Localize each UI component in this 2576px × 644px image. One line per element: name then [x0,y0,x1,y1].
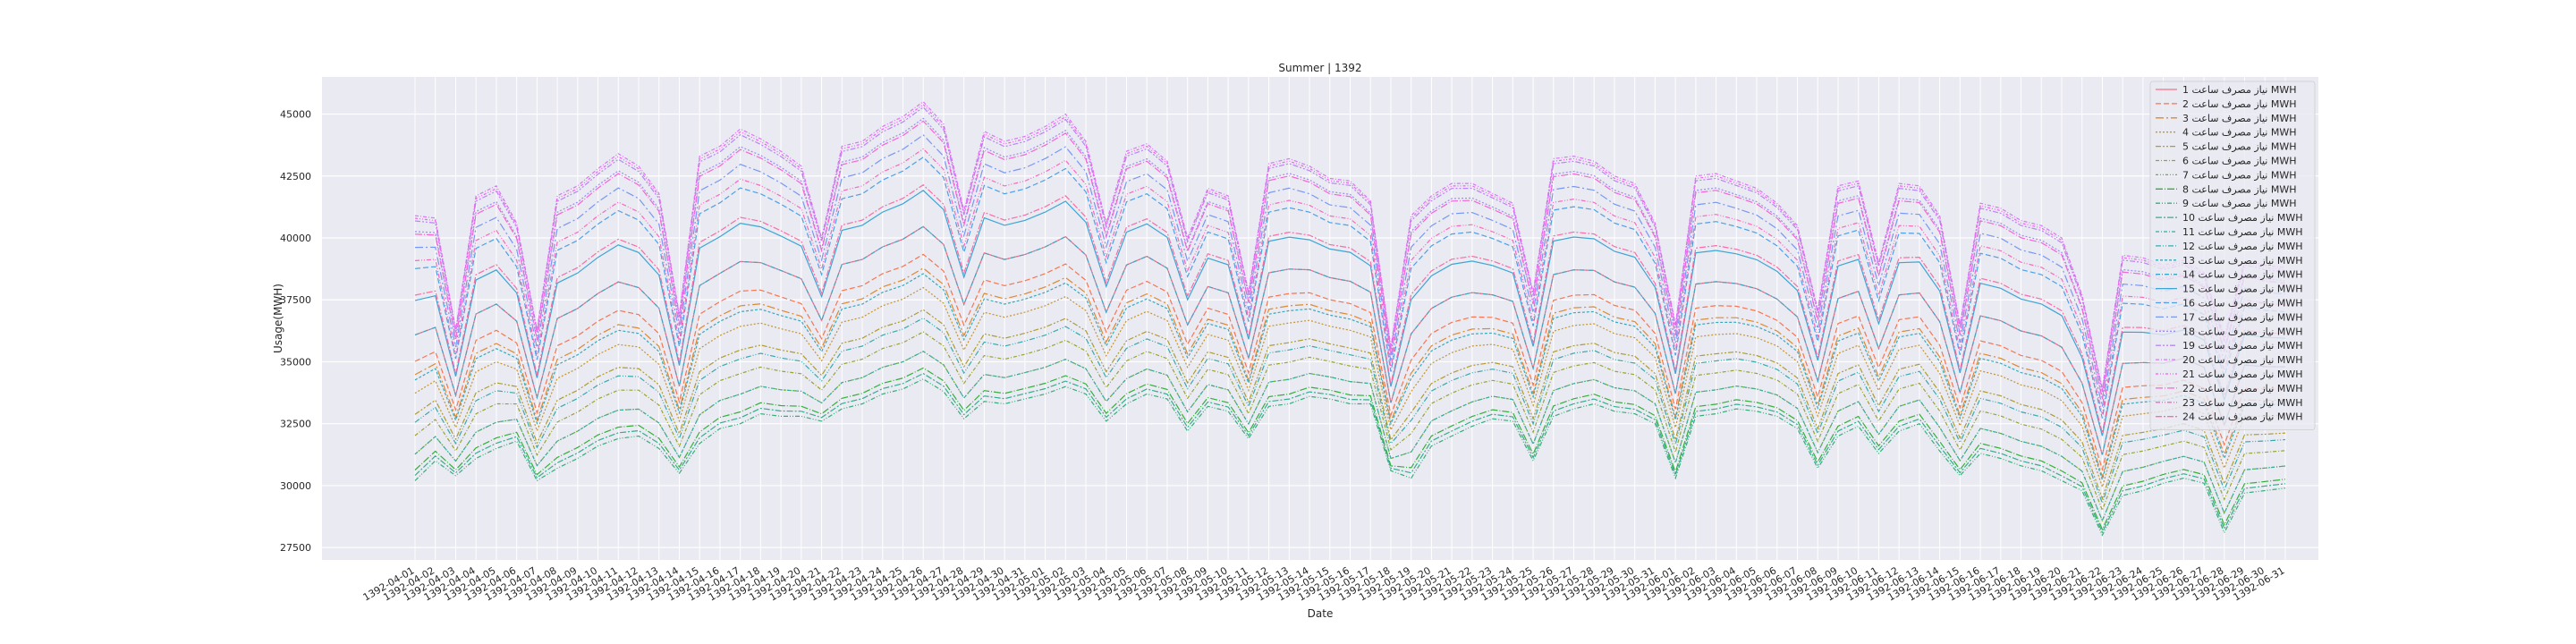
legend-entry-label: نیاز مصرف ساعت 21 MWH [2182,369,2303,380]
series-line [414,267,2286,479]
series-lines [414,100,2286,537]
legend-entry-label: نیاز مصرف ساعت 17 MWH [2182,311,2303,323]
y-tick-label: 35000 [280,356,311,368]
y-tick-label: 42500 [280,171,311,182]
legend-frame [2149,80,2316,431]
y-axis-label: Usage(MWH) [272,284,284,353]
legend-entry-label: نیاز مصرف ساعت 22 MWH [2182,383,2303,394]
legend-entry-label: نیاز مصرف ساعت 5 MWH [2182,141,2297,153]
series-line [414,103,2286,391]
series-line [414,378,2286,537]
legend-entry-label: نیاز مصرف ساعت 11 MWH [2182,226,2303,238]
y-tick-label: 27500 [280,542,311,554]
legend-entry-label: نیاز مصرف ساعت 18 MWH [2182,326,2303,337]
legend-entry-label: نیاز مصرف ساعت 13 MWH [2182,255,2303,267]
y-tick-label: 32500 [280,419,311,430]
x-axis-label: Date [1308,607,1334,620]
series-line [414,148,2286,414]
y-tick-label: 30000 [280,480,311,492]
legend-entry-label: نیاز مصرف ساعت 6 MWH [2182,156,2297,167]
legend-entry-label: نیاز مصرف ساعت 2 MWH [2182,98,2297,110]
plot-background [322,77,2318,560]
legend-entry-label: نیاز مصرف ساعت 14 MWH [2182,269,2303,281]
y-tick-label: 40000 [280,233,311,244]
series-line [414,156,2286,419]
series-line [414,183,2286,434]
legend-entry-label: نیاز مصرف ساعت 24 MWH [2182,411,2303,423]
legend: نیاز مصرف ساعت 1 MWH نیاز مصرف ساعت 2 MWH… [2149,80,2316,431]
legend-entry-label: نیاز مصرف ساعت 8 MWH [2182,183,2297,195]
legend-entry-label: نیاز مصرف ساعت 4 MWH [2182,127,2297,139]
y-axis: 27500 30000 32500 35000 37500 40000 42500 45000 [280,109,311,555]
series-line [414,351,2286,522]
series-line [414,367,2286,531]
series-line [414,120,2286,400]
legend-entry-label: نیاز مصرف ساعت 7 MWH [2182,169,2297,181]
series-line [414,100,2286,390]
legend-entry-label: نیاز مصرف ساعت 20 MWH [2182,354,2303,366]
grid-lines [322,77,2318,560]
series-line [414,106,2286,393]
series-line [414,273,2286,482]
series-line [414,331,2286,513]
series-line [414,317,2286,505]
legend-entry-label: نیاز مصرف ساعت 3 MWH [2182,113,2297,124]
legend-entry-label: نیاز مصرف ساعت 9 MWH [2182,198,2297,209]
series-line [414,286,2286,489]
y-tick-label: 37500 [280,294,311,306]
series-line [414,372,2286,534]
x-axis: 1392-04-011392-04-021392-04-031392-04-04… [361,564,2287,603]
y-tick-label: 45000 [280,109,311,121]
legend-entry-label: نیاز مصرف ساعت 1 MWH [2182,84,2297,96]
series-line [414,253,2286,472]
legend-entry-label: نیاز مصرف ساعت 23 MWH [2182,397,2303,409]
legend-entry-label: نیاز مصرف ساعت 10 MWH [2182,212,2303,224]
legend-entry-label: نیاز مصرف ساعت 19 MWH [2182,340,2303,352]
series-line [414,225,2286,455]
series-line [414,134,2286,407]
series-line [414,190,2286,436]
legend-entry-label: نیاز مصرف ساعت 15 MWH [2182,284,2303,295]
legend-entry-label: نیاز مصرف ساعت 12 MWH [2182,241,2303,252]
chart-title: Summer | 1392 [1278,62,1361,74]
legend-entry-label: نیاز مصرف ساعت 16 MWH [2182,298,2303,309]
